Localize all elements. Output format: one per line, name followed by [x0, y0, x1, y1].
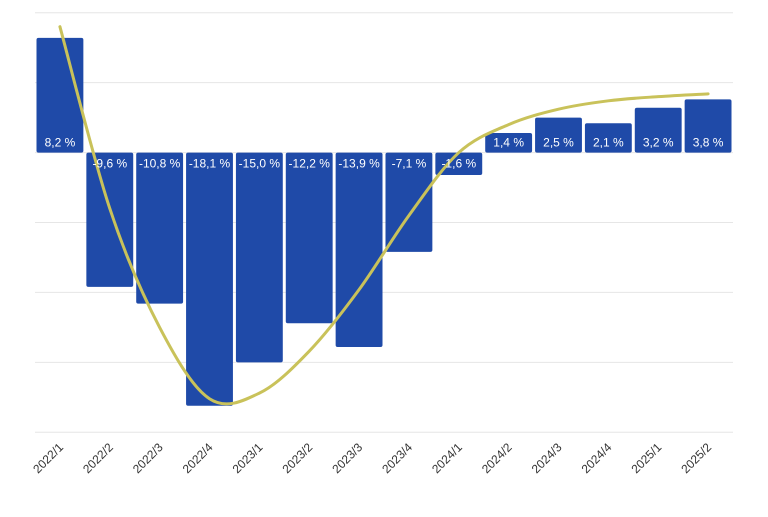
bar — [285, 152, 333, 324]
bar — [584, 123, 632, 153]
bar — [684, 99, 732, 153]
data-label: -12,2 % — [289, 157, 331, 171]
data-label: 2,1 % — [593, 136, 624, 150]
bar — [235, 152, 283, 363]
bar — [634, 107, 682, 153]
x-tick-label: 2022/2 — [80, 440, 116, 476]
x-tick-label: 2022/3 — [130, 440, 166, 476]
x-tick-label: 2025/1 — [628, 440, 664, 476]
x-axis-ticks: 2022/1 2022/2 2022/3 2022/4 2023/1 2023/2 2023… — [30, 440, 714, 476]
x-tick-label: 2024/4 — [579, 440, 615, 476]
x-tick-label: 2025/2 — [678, 440, 714, 476]
data-label: -13,9 % — [338, 157, 380, 171]
bar — [335, 152, 383, 347]
bar — [435, 152, 483, 175]
trend-line — [58, 25, 710, 406]
x-tick-label: 2022/1 — [30, 440, 66, 476]
x-tick-label: 2024/2 — [479, 440, 515, 476]
data-label: -15,0 % — [239, 157, 281, 171]
data-label: -10,8 % — [139, 157, 181, 171]
x-tick-label: 2024/1 — [429, 440, 465, 476]
x-tick-label: 2022/4 — [180, 440, 216, 476]
data-label: 3,8 % — [693, 136, 724, 150]
data-label: 8,2 % — [45, 136, 76, 150]
data-label: 1,4 % — [493, 136, 524, 150]
x-tick-label: 2023/2 — [279, 440, 315, 476]
x-tick-label: 2023/3 — [329, 440, 365, 476]
x-tick-label: 2023/1 — [230, 440, 266, 476]
bars — [36, 37, 732, 406]
bar — [485, 132, 533, 153]
trend-line-group — [58, 25, 710, 406]
bar — [136, 152, 184, 304]
bar — [86, 152, 134, 287]
data-label: 2,5 % — [543, 136, 574, 150]
data-labels: 8,2 %-9,6 % -10,8 % -18,1 % -15,0 % -12,2 % -… — [45, 136, 724, 171]
data-label: -1,6 % — [441, 157, 476, 171]
data-label: -7,1 % — [392, 157, 427, 171]
x-tick-label: 2023/4 — [379, 440, 415, 476]
data-label: 3,2 % — [643, 136, 674, 150]
x-tick-label: 2024/3 — [529, 440, 565, 476]
bar — [535, 117, 582, 153]
bar — [186, 152, 233, 406]
data-label: -9,6 % — [92, 157, 127, 171]
data-label: -18,1 % — [189, 157, 231, 171]
bar — [385, 152, 433, 252]
